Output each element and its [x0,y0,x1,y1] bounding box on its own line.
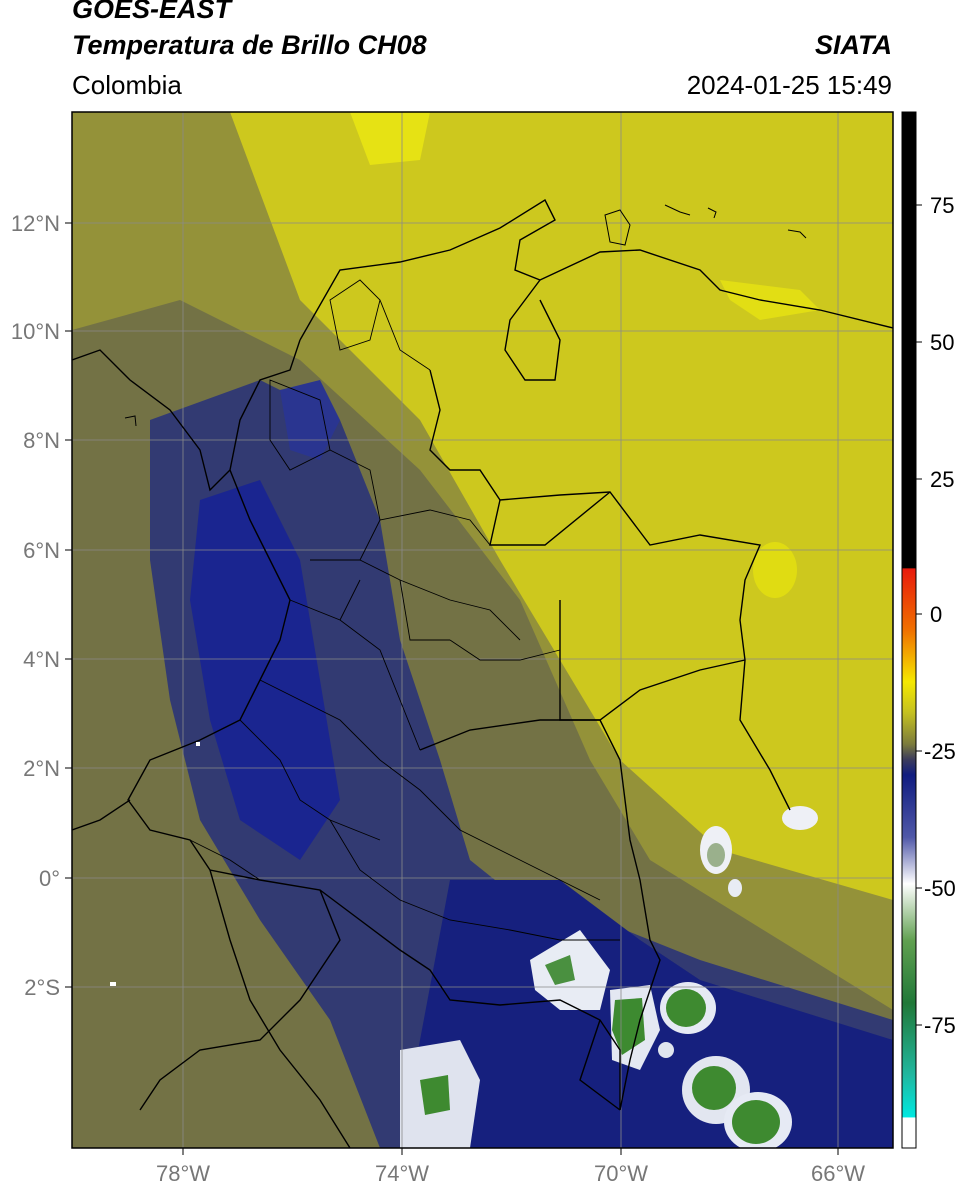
region-label: Colombia [72,70,182,100]
colorbar-tick-label: -25 [924,739,956,764]
political-boundaries [72,198,893,1148]
colorbar-tick-label: -50 [924,876,956,901]
brightness-temperature-field [72,112,893,1148]
colorbar-tick-label: -75 [924,1013,956,1038]
source-label: SIATA [815,30,892,60]
colorbar [901,111,917,1149]
lat-label: 4°N [23,647,60,672]
lat-label: 10°N [11,319,60,344]
product-title: Temperatura de Brillo CH08 [72,30,427,60]
lat-label: 12°N [11,211,60,236]
colorbar-tick-label: 25 [930,467,954,492]
department-boundaries [189,279,620,941]
satellite-title: GOES-EAST [72,0,232,24]
graticule [72,112,893,1148]
lon-label: 78°W [156,1161,210,1186]
colorbar-ticks [916,204,922,1026]
lat-label: 6°N [23,538,60,563]
map-frame [71,111,894,1149]
lat-label: 2°N [23,756,60,781]
axis-ticks [65,222,839,1155]
islands [124,204,807,427]
lon-label: 74°W [375,1161,429,1186]
datetime-label: 2024-01-25 15:49 [686,70,892,100]
lon-label: 66°W [811,1161,865,1186]
colorbar-tick-label: 0 [930,602,942,627]
colorbar-tick-label: 75 [930,193,954,218]
colorbar-tick-label: 50 [930,330,954,355]
lat-label: 2°S [24,975,60,1000]
lat-label: 8°N [23,428,60,453]
lat-label: 0° [39,866,60,891]
lon-label: 70°W [594,1161,648,1186]
